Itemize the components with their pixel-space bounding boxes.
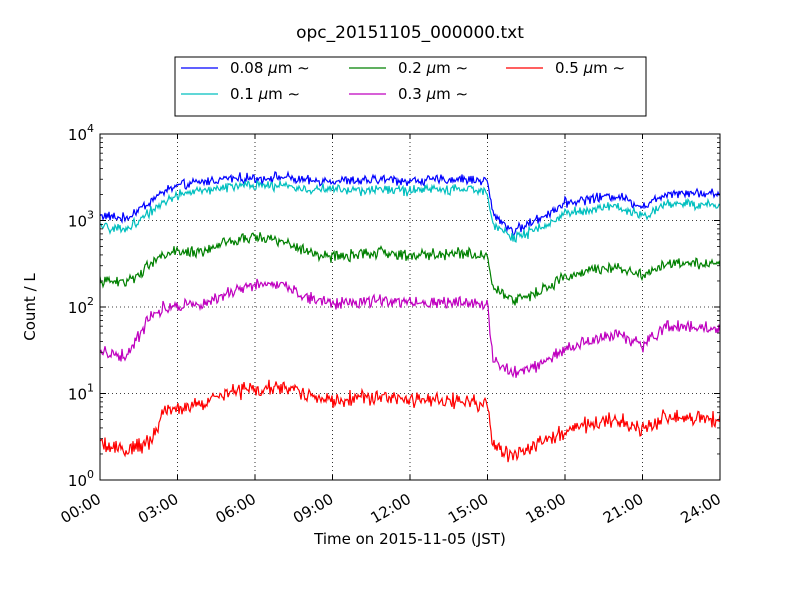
series-line-0-2 (100, 232, 720, 306)
legend: 0.08 μm ∼ 0.1 μm ∼ 0.2 μm ∼ 0.3 μm ∼ 0.5 μm … (174, 56, 647, 117)
series-lines (100, 170, 720, 463)
legend-label: 0.1 μm ∼ (230, 85, 300, 103)
chart-title: opc_20151105_000000.txt (296, 23, 524, 43)
y-tick-labels: 100 101 102 103 104 (68, 122, 94, 490)
y-tick-label: 102 (68, 295, 94, 317)
y-tick-label: 101 (68, 382, 94, 404)
series-line-0-1 (100, 179, 720, 243)
y-axis-label: Count / L (21, 273, 39, 341)
series-line-0-08 (100, 170, 720, 236)
legend-label: 0.2 μm ∼ (398, 59, 468, 77)
y-tick-label: 104 (68, 122, 94, 144)
axis-ticks (99, 133, 721, 481)
y-tick-label: 100 (68, 468, 94, 490)
y-tick-label: 103 (68, 209, 94, 231)
legend-box (174, 56, 647, 117)
series-line-0-5 (100, 379, 720, 463)
legend-label: 0.5 μm ∼ (555, 59, 625, 77)
legend-label: 0.3 μm ∼ (398, 85, 468, 103)
x-axis-label: Time on 2015-11-05 (JST) (313, 530, 506, 548)
series-line-0-3 (100, 278, 720, 379)
legend-label: 0.08 μm ∼ (230, 59, 310, 77)
